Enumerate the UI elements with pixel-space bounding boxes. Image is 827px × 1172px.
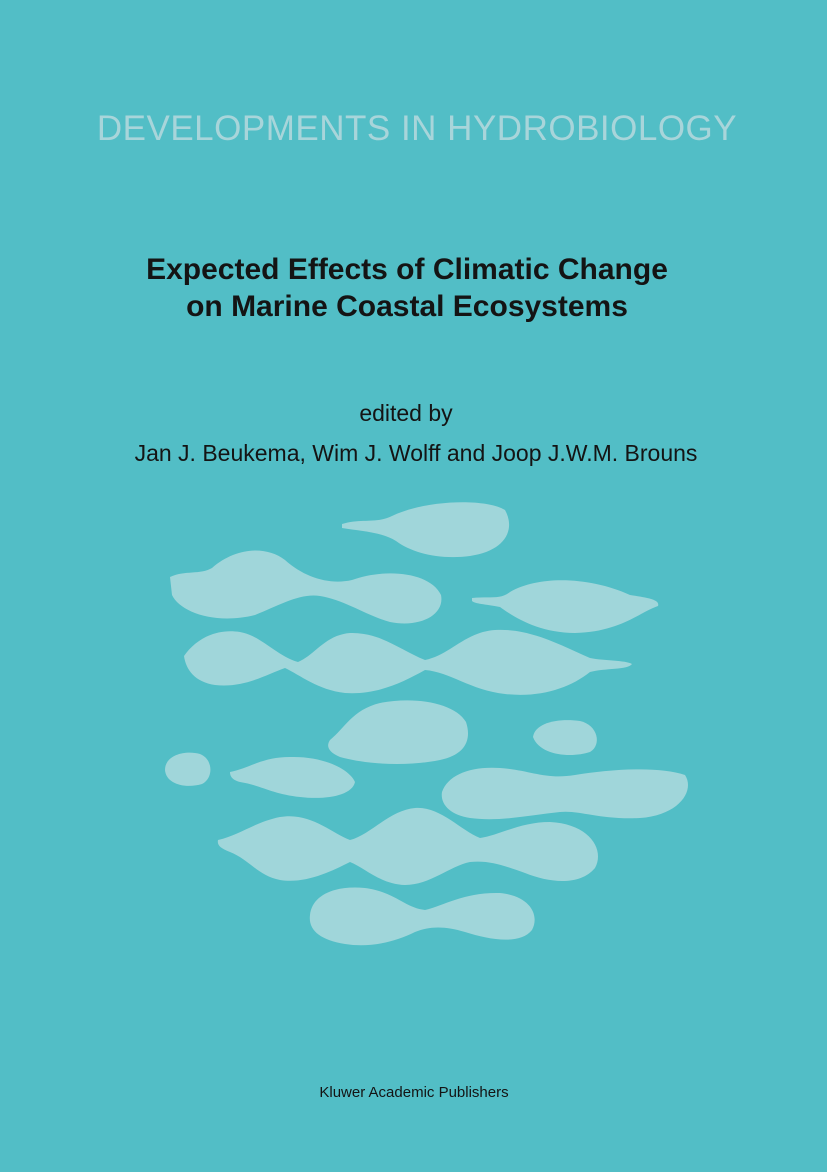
blob xyxy=(165,752,211,786)
series-name: DEVELOPMENTS IN HYDROBIOLOGY xyxy=(97,109,737,148)
title-line: Expected Effects of Climatic Change xyxy=(146,253,668,286)
blob xyxy=(230,756,355,798)
blob xyxy=(328,700,469,764)
blob xyxy=(472,580,659,633)
blob xyxy=(309,887,535,946)
edited-by: edited by xyxy=(359,400,453,426)
blob xyxy=(533,720,597,756)
blob xyxy=(184,629,632,695)
blob-illustration xyxy=(165,502,688,946)
title-line: on Marine Coastal Ecosystems xyxy=(186,290,628,323)
editors: Jan J. Beukema, Wim J. Wolff and Joop J.… xyxy=(135,440,698,466)
publisher: Kluwer Academic Publishers xyxy=(319,1084,508,1101)
blob xyxy=(342,502,510,558)
blob xyxy=(170,550,442,624)
blob xyxy=(217,807,598,885)
blob xyxy=(441,767,688,820)
